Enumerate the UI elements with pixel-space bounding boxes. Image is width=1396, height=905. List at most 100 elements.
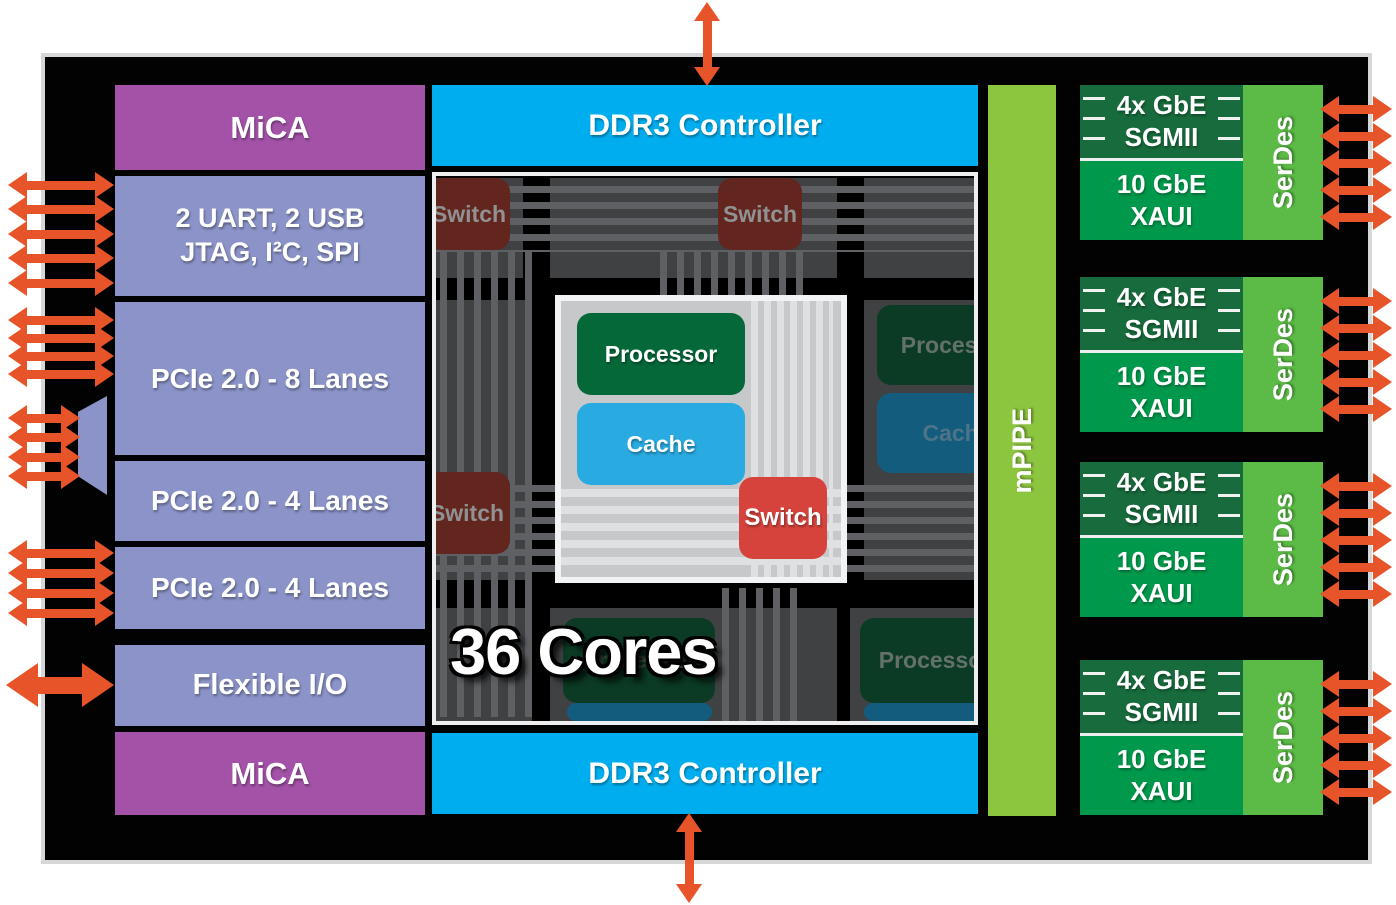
xaui-block: 10 GbE XAUI bbox=[1080, 161, 1243, 240]
network-block: 4x GbE SGMII 10 GbE XAUI bbox=[1080, 660, 1243, 815]
pcie-lane-funnel bbox=[78, 396, 107, 495]
serial-io-arrow bbox=[8, 270, 114, 296]
processor-block: Processor bbox=[577, 313, 745, 395]
tile-processor-dim: Processor bbox=[877, 305, 974, 385]
mesh-wires-horizontal bbox=[436, 186, 974, 252]
serdes-io-arrow bbox=[1320, 581, 1392, 607]
sgmii-block: 4x GbE SGMII bbox=[1080, 277, 1243, 353]
serial-io-arrow bbox=[8, 245, 114, 271]
xaui-line2: XAUI bbox=[1130, 577, 1193, 608]
serdes-io-arrow bbox=[1320, 177, 1392, 203]
network-block: 4x GbE SGMII 10 GbE XAUI bbox=[1080, 277, 1243, 432]
serdes-block: SerDes bbox=[1243, 660, 1323, 815]
serial-io-arrow bbox=[8, 196, 114, 222]
serial-io-block: 2 UART, 2 USB JTAG, I²C, SPI bbox=[115, 176, 425, 296]
sgmii-block: 4x GbE SGMII bbox=[1080, 85, 1243, 161]
mesh-switch-label: Switch bbox=[722, 200, 798, 227]
serial-io-arrow bbox=[8, 172, 114, 198]
serdes-io-arrow bbox=[1320, 554, 1392, 580]
serdes-block: SerDes bbox=[1243, 277, 1323, 432]
mica-bottom-label: MiCA bbox=[230, 755, 310, 791]
sgmii-line1: 4x GbE bbox=[1116, 281, 1207, 312]
switch-label: Switch bbox=[744, 504, 822, 531]
serdes-io-arrow bbox=[1320, 527, 1392, 553]
ddr3-controller-top: DDR3 Controller bbox=[432, 85, 978, 166]
xaui-line1: 10 GbE bbox=[1116, 545, 1207, 576]
pcie-funnel-arrow bbox=[8, 463, 80, 489]
serdes-io-arrow bbox=[1320, 204, 1392, 230]
serdes-io-arrow bbox=[1320, 315, 1392, 341]
sgmii-block: 4x GbE SGMII bbox=[1080, 660, 1243, 736]
lane-marks-icon bbox=[1083, 289, 1105, 342]
serdes-io-arrow bbox=[1320, 150, 1392, 176]
serdes-io-arrow bbox=[1320, 752, 1392, 778]
serdes-io-arrow bbox=[1320, 396, 1392, 422]
flexible-io-arrow bbox=[6, 662, 114, 708]
xaui-line1: 10 GbE bbox=[1116, 360, 1207, 391]
sgmii-line2: SGMII bbox=[1124, 498, 1199, 529]
xaui-block: 10 GbE XAUI bbox=[1080, 538, 1243, 617]
ddr3-controller-bottom: DDR3 Controller bbox=[432, 733, 978, 814]
mpipe-label: mPIPE bbox=[1006, 407, 1037, 494]
serdes-io-arrow bbox=[1320, 671, 1392, 697]
mica-bottom-block: MiCA bbox=[115, 732, 425, 815]
pcie-4-lanes-b-label: PCIe 2.0 - 4 Lanes bbox=[150, 572, 390, 603]
pcie-funnel-arrow bbox=[8, 424, 80, 450]
cache-block: Cache bbox=[577, 403, 745, 485]
tile-cache-label: Cache bbox=[922, 419, 974, 446]
serdes-label: SerDes bbox=[1267, 307, 1298, 402]
sgmii-line1: 4x GbE bbox=[1116, 89, 1207, 120]
lane-marks-icon bbox=[1218, 289, 1240, 342]
tile-detail: Processor Cache Switch bbox=[555, 295, 847, 583]
tile-cache-dim bbox=[864, 703, 974, 721]
core-grid-area: Switch Switch Switch Processor Cache Pro… bbox=[432, 172, 978, 725]
sgmii-line2: SGMII bbox=[1124, 121, 1199, 152]
lane-marks-icon bbox=[1083, 672, 1105, 725]
ddr3-bottom-label: DDR3 Controller bbox=[588, 756, 822, 790]
serdes-block: SerDes bbox=[1243, 462, 1323, 617]
mesh-wires-horizontal bbox=[847, 485, 974, 578]
pcie4-io-arrow bbox=[8, 600, 114, 626]
xaui-line1: 10 GbE bbox=[1116, 168, 1207, 199]
serdes-io-arrow bbox=[1320, 725, 1392, 751]
serdes-io-arrow bbox=[1320, 369, 1392, 395]
serdes-label: SerDes bbox=[1267, 690, 1298, 785]
tile-processor-label: Processor bbox=[900, 331, 974, 358]
flexible-io-label: Flexible I/O bbox=[192, 669, 348, 701]
ddr3-io-arrow-bottom bbox=[676, 813, 702, 903]
xaui-line2: XAUI bbox=[1130, 200, 1193, 231]
lane-marks-icon bbox=[1083, 474, 1105, 527]
xaui-block: 10 GbE XAUI bbox=[1080, 736, 1243, 815]
serial-io-arrow bbox=[8, 221, 114, 247]
pcie4-io-arrow bbox=[8, 540, 114, 566]
pcie-4-lanes-block-b: PCIe 2.0 - 4 Lanes bbox=[115, 547, 425, 629]
pcie8-io-arrow bbox=[8, 361, 114, 387]
pcie-8-lanes-label: PCIe 2.0 - 8 Lanes bbox=[150, 362, 390, 394]
serial-io-line2: JTAG, I²C, SPI bbox=[180, 237, 360, 267]
serdes-label: SerDes bbox=[1267, 492, 1298, 587]
serdes-io-arrow bbox=[1320, 123, 1392, 149]
processor-label: Processor bbox=[604, 340, 718, 367]
mesh-switch-block: Switch bbox=[436, 472, 510, 554]
pcie-4-lanes-a-label: PCIe 2.0 - 4 Lanes bbox=[150, 485, 390, 516]
mica-top-block: MiCA bbox=[115, 85, 425, 170]
xaui-line2: XAUI bbox=[1130, 392, 1193, 423]
xaui-line1: 10 GbE bbox=[1116, 743, 1207, 774]
serdes-label: SerDes bbox=[1267, 115, 1298, 210]
pcie4-io-arrow bbox=[8, 580, 114, 606]
mesh-switch-label: Switch bbox=[436, 200, 507, 227]
cores-count-label: 36 Cores bbox=[450, 615, 718, 688]
cache-label: Cache bbox=[626, 430, 696, 457]
mesh-switch-block: Switch bbox=[436, 178, 510, 250]
serdes-io-arrow bbox=[1320, 342, 1392, 368]
lane-marks-icon bbox=[1083, 97, 1105, 150]
pcie-4-lanes-block-a: PCIe 2.0 - 4 Lanes bbox=[115, 461, 425, 541]
core-grid-tiles: Switch Switch Switch Processor Cache Pro… bbox=[436, 176, 974, 721]
pcie4-io-arrow bbox=[8, 560, 114, 586]
mpipe-block: mPIPE bbox=[988, 85, 1056, 816]
serdes-io-arrow bbox=[1320, 779, 1392, 805]
serdes-io-arrow bbox=[1320, 500, 1392, 526]
lane-marks-icon bbox=[1218, 672, 1240, 725]
tile-processor-dim: Processor bbox=[860, 618, 974, 703]
